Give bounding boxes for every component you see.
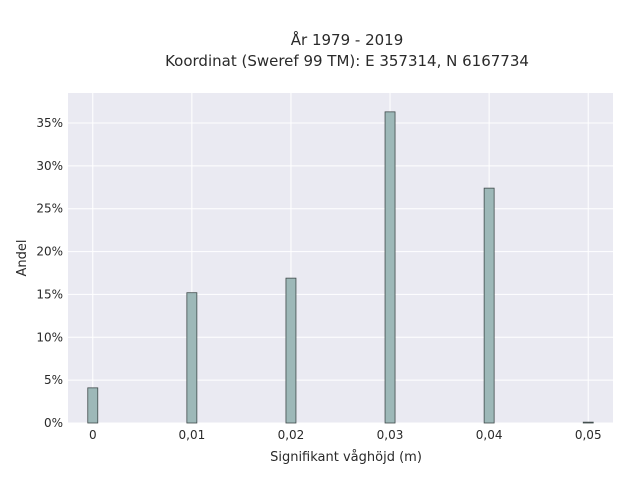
y-tick-label: 5% — [44, 373, 63, 387]
chart-title-line1: År 1979 - 2019 — [291, 30, 404, 49]
x-tick-label: 0,02 — [278, 428, 305, 442]
bar-0-02 — [285, 277, 297, 424]
x-tick-label: 0 — [89, 428, 97, 442]
y-tick-label: 20% — [36, 245, 63, 259]
bar-0-01 — [186, 292, 198, 424]
y-tick-label: 0% — [44, 416, 63, 430]
x-tick-label: 0,04 — [476, 428, 503, 442]
y-tick-label: 30% — [36, 159, 63, 173]
bar-0-04 — [483, 187, 495, 424]
y-tick-label: 15% — [36, 287, 63, 301]
bar-0-05 — [582, 421, 594, 424]
chart-title-line2: Koordinat (Sweref 99 TM): E 357314, N 61… — [165, 52, 529, 70]
y-axis-label: Andel — [15, 240, 30, 277]
plot-area — [68, 93, 613, 423]
x-tick-label: 0,03 — [377, 428, 404, 442]
y-axis-ticks: 0% 5% 10% 15% 20% 25% 30% 35% — [36, 116, 63, 430]
y-tick-label: 10% — [36, 330, 63, 344]
bar-0-03 — [384, 111, 396, 424]
y-tick-label: 35% — [36, 116, 63, 130]
x-tick-label: 0,01 — [179, 428, 206, 442]
y-tick-label: 25% — [36, 202, 63, 216]
x-axis-ticks: 0 0,01 0,02 0,03 0,04 0,05 — [89, 428, 602, 442]
x-tick-label: 0,05 — [575, 428, 602, 442]
bar-0 — [87, 387, 99, 424]
x-axis-label: Signifikant våghöjd (m) — [270, 450, 422, 465]
bars — [87, 111, 594, 424]
